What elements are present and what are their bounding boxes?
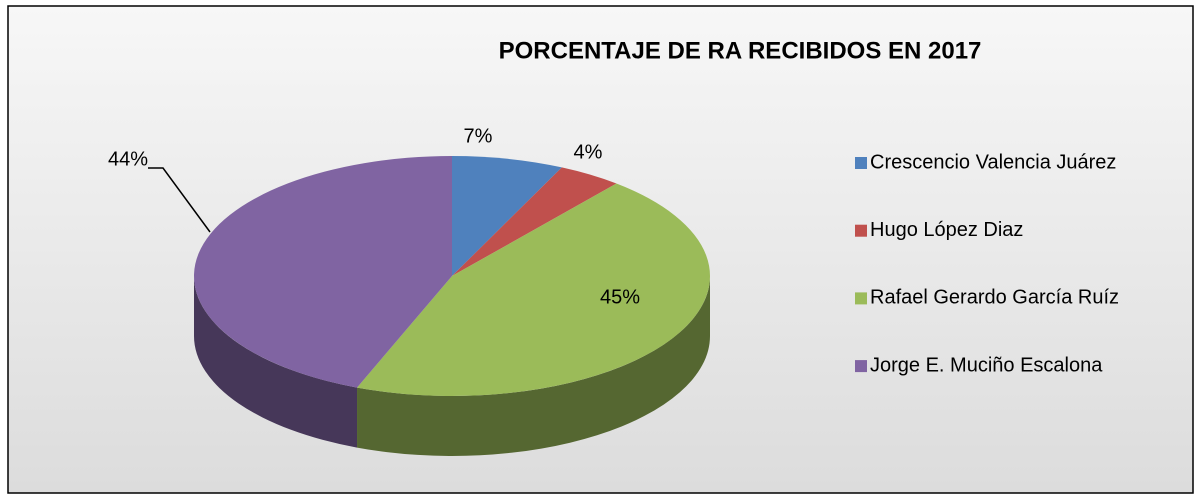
pie-slice: [193, 156, 452, 388]
legend-swatch: [855, 292, 867, 305]
pie-side: [194, 276, 358, 448]
data-label: 4%: [574, 141, 603, 163]
chart-title: PORCENTAJE DE RA RECIBIDOS EN 2017: [499, 37, 982, 64]
legend-swatch: [855, 157, 867, 169]
pie-slice: [452, 167, 617, 276]
data-label: 45%: [600, 286, 640, 308]
legend-label: Jorge E. Muciño Escalona: [870, 354, 1103, 376]
data-label: 7%: [464, 125, 493, 147]
pie: [193, 156, 711, 456]
pie-side: [357, 276, 710, 456]
leader-line: [148, 167, 211, 233]
legend-label: Hugo López Diaz: [870, 219, 1023, 241]
data-label: 44%: [108, 148, 148, 170]
legend-label: Crescencio Valencia Juárez: [870, 151, 1116, 173]
pie-slice: [452, 156, 562, 276]
legend-label: Rafael Gerardo García Ruíz: [870, 287, 1119, 309]
legend-swatch: [855, 224, 867, 237]
legend-swatch: [855, 360, 867, 373]
legend: Crescencio Valencia Juárez Hugo López Dia…: [855, 151, 1119, 376]
labels: 7% 4% 45% 44%: [108, 125, 640, 308]
pie-slice: [357, 183, 711, 396]
